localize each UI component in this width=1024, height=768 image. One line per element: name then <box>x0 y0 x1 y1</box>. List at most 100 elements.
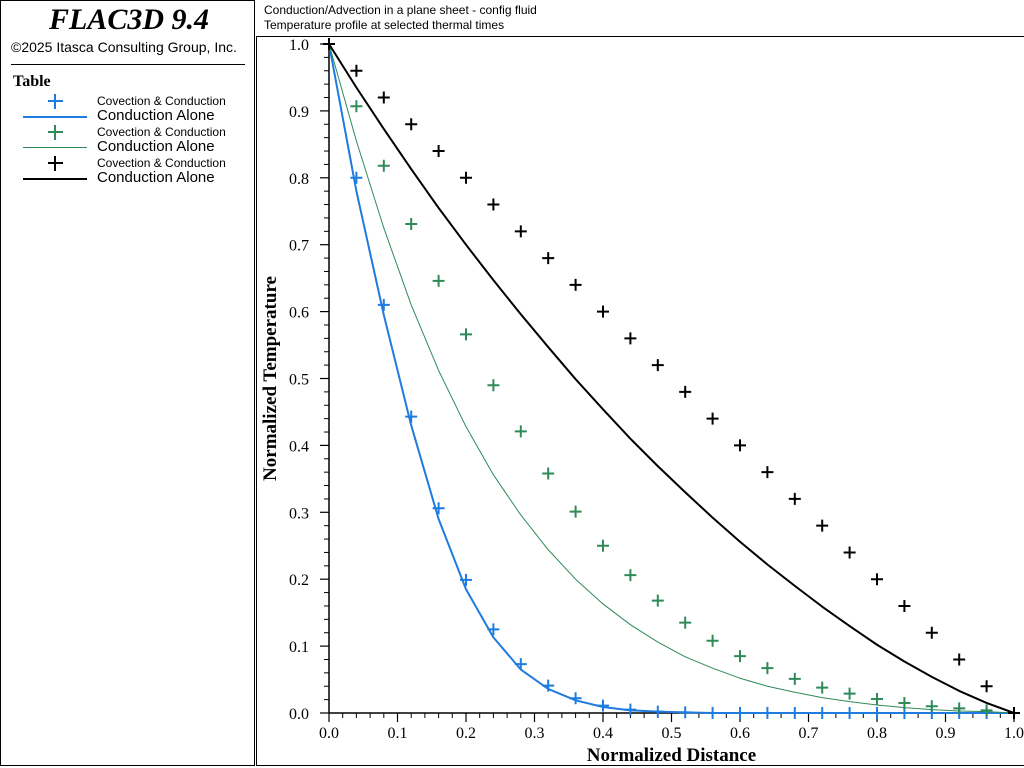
series-line <box>328 43 1015 714</box>
data-point <box>679 706 692 719</box>
data-point <box>761 707 774 719</box>
plus-marker-icon <box>48 94 63 109</box>
x-tick-label: 0.7 <box>799 725 819 742</box>
data-point <box>706 412 719 425</box>
data-point <box>651 359 664 372</box>
data-point <box>843 707 856 719</box>
y-tick-label: 0.9 <box>289 104 309 121</box>
legend-line-swatch <box>23 116 87 118</box>
legend-entry: Covection & Conduction Conduction Alone <box>1 156 251 187</box>
plot-subtitle: Temperature profile at selected thermal … <box>264 18 505 32</box>
legend-line-swatch <box>23 178 87 180</box>
data-point <box>405 118 418 131</box>
data-point <box>871 573 883 586</box>
x-tick-label: 0.6 <box>730 725 750 742</box>
data-point <box>898 696 911 709</box>
data-point <box>514 425 527 438</box>
legend-line-label: Conduction Alone <box>97 107 215 124</box>
data-point <box>734 439 746 452</box>
series-line <box>328 43 1014 714</box>
data-point <box>816 681 829 694</box>
data-point <box>624 569 637 582</box>
data-point <box>734 707 746 719</box>
data-point <box>487 623 500 636</box>
legend-line-swatch <box>23 147 87 148</box>
data-point <box>377 298 390 311</box>
plus-marker-icon <box>48 125 63 140</box>
data-point <box>323 38 335 50</box>
data-point <box>788 492 801 505</box>
x-tick-label: 0.2 <box>456 725 476 742</box>
x-tick-label: 0.5 <box>662 725 682 742</box>
data-point <box>953 702 966 715</box>
data-point <box>898 599 911 612</box>
data-point <box>487 379 500 392</box>
data-point <box>432 502 445 515</box>
data-point <box>816 707 829 719</box>
y-tick-label: 0.6 <box>289 305 309 322</box>
y-tick-label: 0.8 <box>289 171 309 188</box>
data-point <box>980 704 993 717</box>
data-point <box>542 467 555 480</box>
x-tick-label: 0.4 <box>593 725 613 742</box>
data-point <box>432 145 445 158</box>
x-tick-label: 0.9 <box>936 725 956 742</box>
legend-heading: Table <box>13 73 51 90</box>
copyright-text: ©2025 Itasca Consulting Group, Inc. <box>11 39 237 55</box>
data-point <box>898 707 911 719</box>
data-point <box>350 64 363 77</box>
y-tick-label: 0.0 <box>289 706 309 723</box>
legend-line-label: Conduction Alone <box>97 138 215 155</box>
x-tick-label: 0.8 <box>867 725 887 742</box>
data-point <box>460 573 472 586</box>
data-point <box>460 171 472 184</box>
legend-entry: Covection & Conduction Conduction Alone <box>1 125 251 156</box>
data-point <box>788 707 801 719</box>
x-axis-title: Normalized Distance <box>587 745 756 765</box>
data-point <box>377 91 390 104</box>
plus-marker-icon <box>48 156 63 171</box>
data-point <box>624 703 637 716</box>
plot-header: Conduction/Advection in a plane sheet - … <box>256 0 1024 37</box>
data-point <box>350 100 363 113</box>
data-point <box>350 171 363 184</box>
legend-entry: Covection & Conduction Conduction Alone <box>1 94 251 125</box>
data-point <box>405 217 418 230</box>
data-point <box>953 653 966 666</box>
data-point <box>843 546 856 559</box>
y-tick-label: 1.0 <box>289 37 309 54</box>
data-point <box>706 634 719 647</box>
data-point <box>460 328 472 341</box>
y-tick-label: 0.2 <box>289 572 309 589</box>
divider <box>11 64 245 65</box>
data-point <box>569 505 582 518</box>
data-point <box>597 699 609 712</box>
data-point <box>925 700 938 713</box>
legend-line-label: Conduction Alone <box>97 169 215 186</box>
data-point <box>514 658 527 671</box>
y-tick-label: 0.5 <box>289 372 309 389</box>
x-tick-label: 0.3 <box>525 725 545 742</box>
data-point <box>1008 707 1020 719</box>
data-point <box>679 385 692 398</box>
legend-marker-label: Covection & Conduction <box>97 94 226 108</box>
y-tick-label: 0.4 <box>289 438 309 455</box>
y-tick-label: 0.3 <box>289 505 309 522</box>
data-point <box>377 159 390 172</box>
data-point <box>816 519 829 532</box>
data-point <box>624 332 637 345</box>
y-axis-title: Normalized Temperature <box>260 276 281 481</box>
data-point <box>405 410 418 423</box>
data-point <box>542 679 555 692</box>
data-point <box>651 705 664 718</box>
legend-panel: FLAC3D 9.4 ©2025 Itasca Consulting Group… <box>0 0 255 766</box>
data-point <box>871 707 883 719</box>
data-point <box>843 687 856 700</box>
plot-area: 0.0 0.1 0.2 0.3 0.4 0.5 0.6 0.7 0.8 0.9 1.0 0.0 0.1 0… <box>256 36 1024 766</box>
data-point <box>432 274 445 287</box>
data-point <box>569 692 582 705</box>
x-tick-label: 0.1 <box>388 725 408 742</box>
data-point <box>871 692 883 705</box>
data-point <box>651 594 664 607</box>
data-point <box>569 278 582 291</box>
